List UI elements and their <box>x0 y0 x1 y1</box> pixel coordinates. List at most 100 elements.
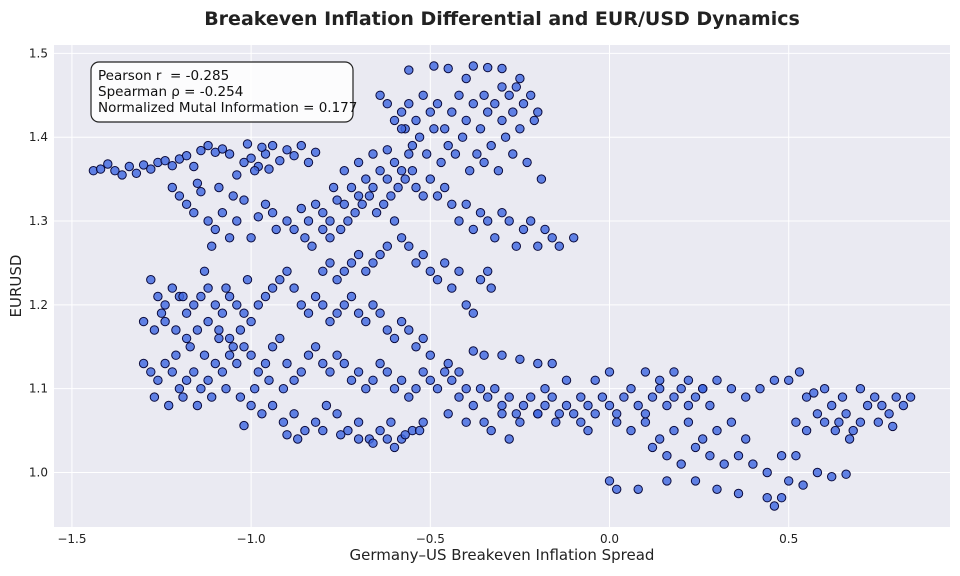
data-point <box>454 392 464 402</box>
data-point <box>246 316 256 327</box>
data-point <box>762 493 772 503</box>
data-point <box>475 124 486 134</box>
data-point <box>368 375 378 385</box>
data-point <box>192 325 203 335</box>
data-point <box>870 392 880 402</box>
data-point <box>250 384 260 394</box>
data-point <box>379 199 389 210</box>
data-point <box>569 233 579 243</box>
data-point <box>450 149 461 159</box>
data-point <box>257 142 267 153</box>
data-point <box>741 434 751 444</box>
data-point <box>497 208 507 218</box>
data-point <box>411 384 421 394</box>
data-point <box>518 99 529 109</box>
data-point <box>203 316 213 327</box>
data-point <box>296 140 306 151</box>
data-point <box>282 358 292 369</box>
data-point <box>440 258 450 268</box>
data-point <box>396 107 407 117</box>
data-point <box>504 90 514 101</box>
y-tick-label: 1.0 <box>29 466 48 480</box>
data-point <box>160 156 170 166</box>
data-point <box>318 358 328 369</box>
data-point <box>518 400 529 411</box>
data-point <box>655 434 665 444</box>
data-point <box>612 417 622 427</box>
data-point <box>264 164 274 174</box>
data-point <box>604 476 615 486</box>
data-point <box>389 216 400 226</box>
data-point <box>554 409 564 419</box>
data-point <box>483 266 493 276</box>
data-point <box>260 291 271 302</box>
data-point <box>131 168 142 179</box>
data-point <box>332 308 342 318</box>
data-point <box>468 346 478 356</box>
data-point <box>662 476 672 486</box>
data-point <box>189 367 199 377</box>
y-tick-label: 1.2 <box>29 298 48 312</box>
y-tick-label: 1.4 <box>29 130 48 144</box>
data-point <box>526 392 536 402</box>
data-point <box>375 166 385 176</box>
data-point <box>178 392 188 402</box>
data-point <box>515 73 525 84</box>
data-point <box>429 124 439 134</box>
data-point <box>275 275 285 285</box>
data-point <box>224 233 235 243</box>
data-point <box>418 90 428 101</box>
x-axis-label: Germany–US Breakeven Inflation Spread <box>350 546 655 564</box>
data-point <box>146 275 156 285</box>
data-point <box>425 350 435 360</box>
data-point <box>690 392 701 402</box>
data-point <box>486 283 496 293</box>
data-point <box>683 400 694 411</box>
data-point <box>228 191 238 201</box>
data-point <box>303 350 314 360</box>
data-point <box>404 241 414 251</box>
data-point <box>214 333 224 344</box>
data-point <box>690 476 701 486</box>
data-point <box>389 442 400 453</box>
data-point <box>447 199 457 210</box>
data-point <box>167 367 178 377</box>
data-point <box>418 333 428 344</box>
data-point <box>776 493 787 503</box>
data-point <box>239 195 249 205</box>
data-point <box>411 182 421 193</box>
data-point <box>676 459 686 469</box>
data-point <box>396 124 407 134</box>
data-point <box>483 392 493 402</box>
data-point <box>848 425 858 436</box>
data-point <box>640 367 651 377</box>
data-point <box>755 384 765 394</box>
data-point <box>533 409 543 419</box>
data-point <box>153 291 163 302</box>
data-point <box>153 375 163 385</box>
data-point <box>361 384 371 394</box>
data-point <box>497 82 507 92</box>
data-point <box>769 501 780 511</box>
data-point <box>475 275 486 285</box>
data-point <box>536 174 547 184</box>
stats-box: Pearson r = -0.285 Spearman ρ = -0.254 N… <box>90 61 357 123</box>
data-point <box>181 308 192 318</box>
data-point <box>260 199 271 210</box>
data-point <box>733 488 744 499</box>
data-point <box>526 90 536 101</box>
data-point <box>146 367 156 377</box>
data-point <box>267 140 278 151</box>
data-point <box>647 442 658 453</box>
data-point <box>336 430 346 440</box>
y-tick-label: 1.1 <box>29 382 48 396</box>
data-point <box>318 224 328 235</box>
data-point <box>443 63 453 74</box>
stats-spearman: Spearman ρ = -0.254 <box>98 84 243 100</box>
data-point <box>461 199 471 210</box>
data-point <box>479 157 489 168</box>
data-point <box>253 300 263 310</box>
data-point <box>214 325 224 335</box>
data-point <box>590 409 600 419</box>
data-point <box>203 216 213 226</box>
